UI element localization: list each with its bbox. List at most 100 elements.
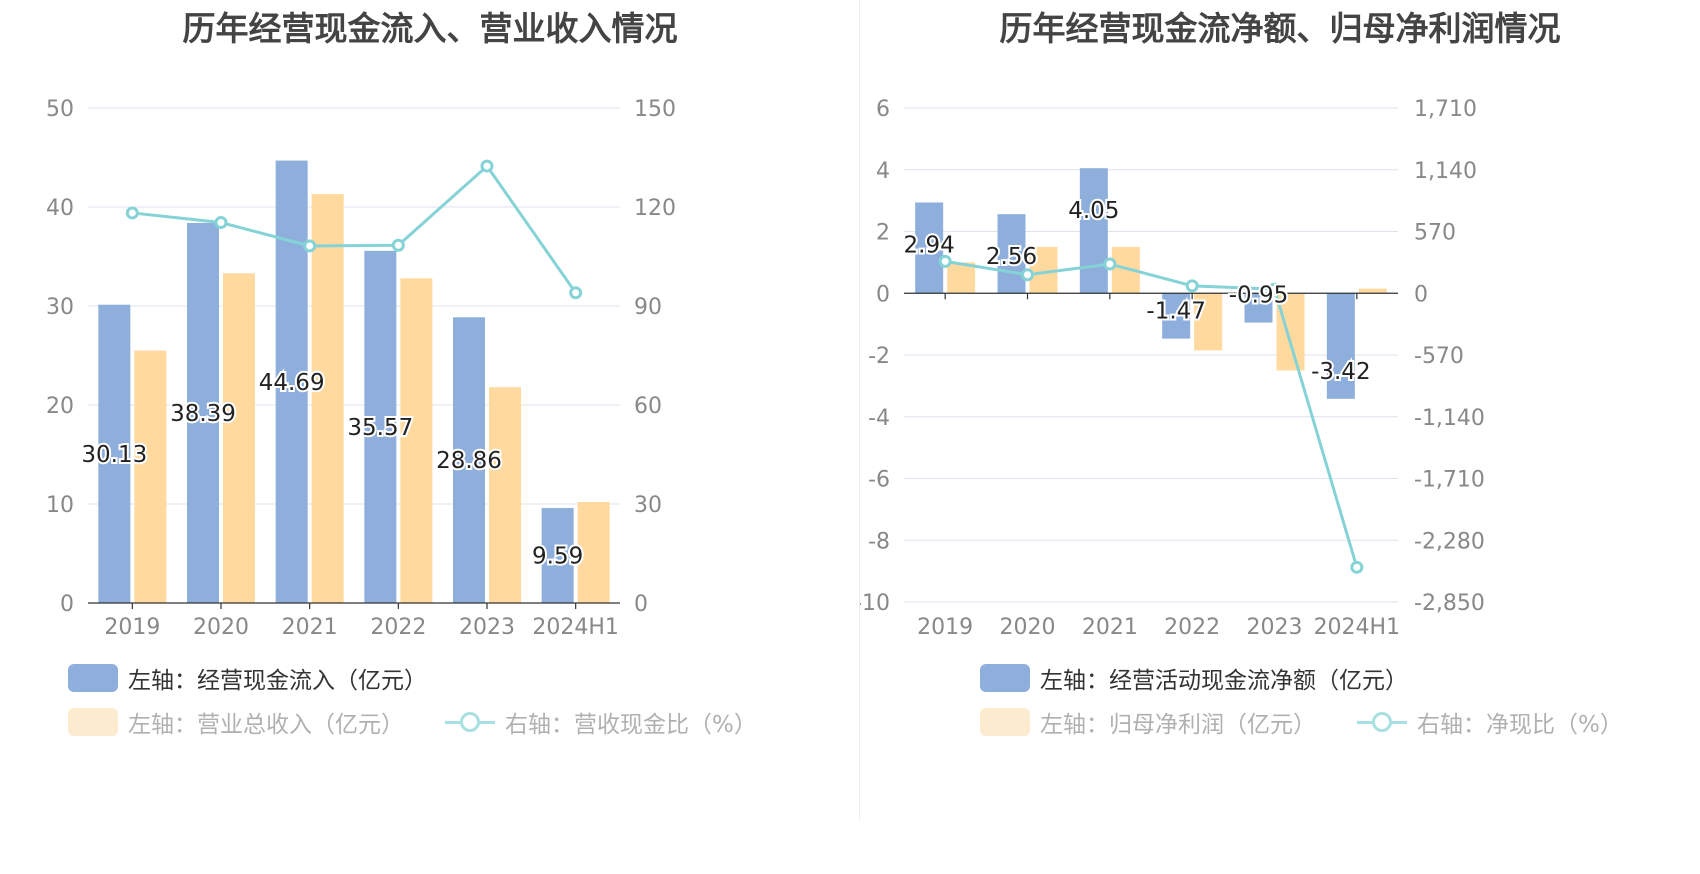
x-axis-category-label: 2023 [459,615,515,640]
legend-item-net-cash-ratio[interactable]: 右轴：净现比（%） [1357,705,1623,739]
legend-label: 左轴：归母净利润（亿元） [1040,712,1316,738]
line-point [391,238,405,252]
line-point [303,239,317,253]
bar-series-2 [947,262,976,294]
line-point [1103,257,1117,271]
legend-line-icon [1357,708,1407,736]
bar-data-label: 38.39 [170,401,236,427]
right-axis-tick-label: 0 [1414,282,1428,307]
right-axis-tick-label: 570 [1414,221,1456,246]
x-axis-category-label: 2020 [1000,615,1056,640]
bar-series-1 [1326,293,1355,399]
right-chart-panel: 历年经营现金流净额、归母净利润情况 -10-8-6-4-20246-2,850-… [860,0,1700,874]
panel-divider [859,0,860,820]
x-axis-category-label: 2022 [1164,615,1220,640]
right-axis-tick-label: 1,710 [1414,97,1477,122]
legend-swatch-bar-blue [980,664,1030,692]
legend-label: 右轴：营收现金比（%） [505,712,757,738]
x-axis-category-label: 2021 [282,615,338,640]
right-axis-tick-label: 90 [634,295,662,320]
bar-series-1 [187,222,219,603]
right-axis-tick-label: 0 [634,592,648,617]
right-axis-tick-label: -1,710 [1414,468,1485,493]
right-axis-tick-label: 150 [634,97,676,122]
left-axis-tick-label: 10 [46,493,74,518]
line-point [1185,279,1199,293]
bar-data-label: -3.42 [1311,359,1371,385]
line-series [944,259,1359,568]
line-point [214,216,228,230]
x-axis-category-label: 2024H1 [1314,615,1401,640]
bar-data-label: 2.94 [904,232,955,258]
legend-label: 左轴：经营活动现金流净额（亿元） [1040,668,1408,694]
bar-series-2 [1194,293,1223,351]
line-point [1350,560,1364,574]
left-axis-tick-label: 2 [876,221,890,246]
left-chart-svg: 0 10 20 30 40 50 0 30 60 90 120 150 2019 2020 2021 2022… [46,97,676,640]
bar-series-1 [453,317,485,603]
x-axis-category-label: 2020 [193,615,249,640]
left-axis-tick-label: 6 [876,97,890,122]
bar-series-2 [223,273,255,603]
x-axis-category-label: 2021 [1082,615,1138,640]
bar-series-1 [1162,293,1191,339]
x-axis-category-label: 2019 [917,615,973,640]
right-axis-tick-label: -2,280 [1414,529,1485,554]
bar-data-label: -1.47 [1146,299,1206,325]
x-axis-category-label: 2024H1 [532,615,619,640]
left-axis-tick-label: 4 [876,159,890,184]
right-axis-tick-label: 120 [634,196,676,221]
left-axis-tick-label: -10 [860,591,890,616]
line-point [1268,282,1281,296]
legend-item-net-profit[interactable]: 左轴：归母净利润（亿元） [980,705,1316,739]
legend-line-icon [445,708,495,736]
line-point [125,206,139,220]
bar-series-2 [577,502,610,603]
bar-series-2 [311,194,344,603]
right-chart-svg: -10 -8 -6 -4 -2 0 2 4 6 -2,850 -2,280 -1,710 -1,140 -… [860,97,1485,640]
bar-series-1 [364,250,397,603]
right-axis-tick-label: 60 [634,394,662,419]
bar-series-1 [915,202,944,294]
line-series [132,163,577,294]
line-point [1021,268,1034,282]
line-point [938,254,952,268]
line-point [480,159,494,173]
left-axis-tick-label: 0 [60,592,74,617]
bar-data-label: 35.57 [347,415,413,441]
bar-data-label: 28.86 [436,448,502,474]
bar-series-2 [489,387,521,603]
bar-series-2 [134,350,167,603]
chart-title: 历年经营现金流净额、归母净利润情况 [999,9,1561,48]
legend-swatch-bar-orange [68,708,118,736]
right-axis-tick-label: -570 [1414,344,1464,369]
bar-data-label: 30.13 [81,442,147,468]
bar-data-label: 9.59 [532,544,583,570]
left-axis-tick-label: -8 [868,529,890,554]
bar-series-1 [275,160,308,603]
legend-label: 左轴：营业总收入（亿元） [128,712,404,738]
left-axis-tick-label: -2 [868,344,890,369]
legend-item-revenue[interactable]: 左轴：营业总收入（亿元） [68,705,404,739]
left-axis-tick-label: -6 [868,468,890,493]
left-axis-tick-label: -4 [868,406,890,431]
legend-item-cash-ratio[interactable]: 右轴：营收现金比（%） [445,705,757,739]
bar-series-1 [541,508,574,603]
bar-data-label: 44.69 [259,370,325,396]
bar-series-1 [1079,168,1108,294]
line-point [569,286,583,300]
legend-label: 右轴：净现比（%） [1417,712,1623,738]
right-axis-tick-label: 30 [634,493,662,518]
bar-series-1 [1244,293,1273,323]
bar-series-1 [98,304,131,603]
legend-item-cash-inflow[interactable]: 左轴：经营现金流入（亿元） [68,661,427,695]
bar-series-1 [997,214,1026,294]
bar-series-2 [1276,293,1305,371]
legend-swatch-bar-blue [68,664,118,692]
bar-data-label: 2.56 [986,244,1037,270]
bar-data-label: 4.05 [1068,198,1119,224]
right-axis-tick-label: 1,140 [1414,159,1477,184]
legend-item-net-cash[interactable]: 左轴：经营活动现金流净额（亿元） [980,661,1408,695]
left-chart-panel: 历年经营现金流入、营业收入情况 0 10 20 30 40 50 0 30 60 90 120 150… [46,9,757,739]
legend-label: 左轴：经营现金流入（亿元） [128,668,427,694]
